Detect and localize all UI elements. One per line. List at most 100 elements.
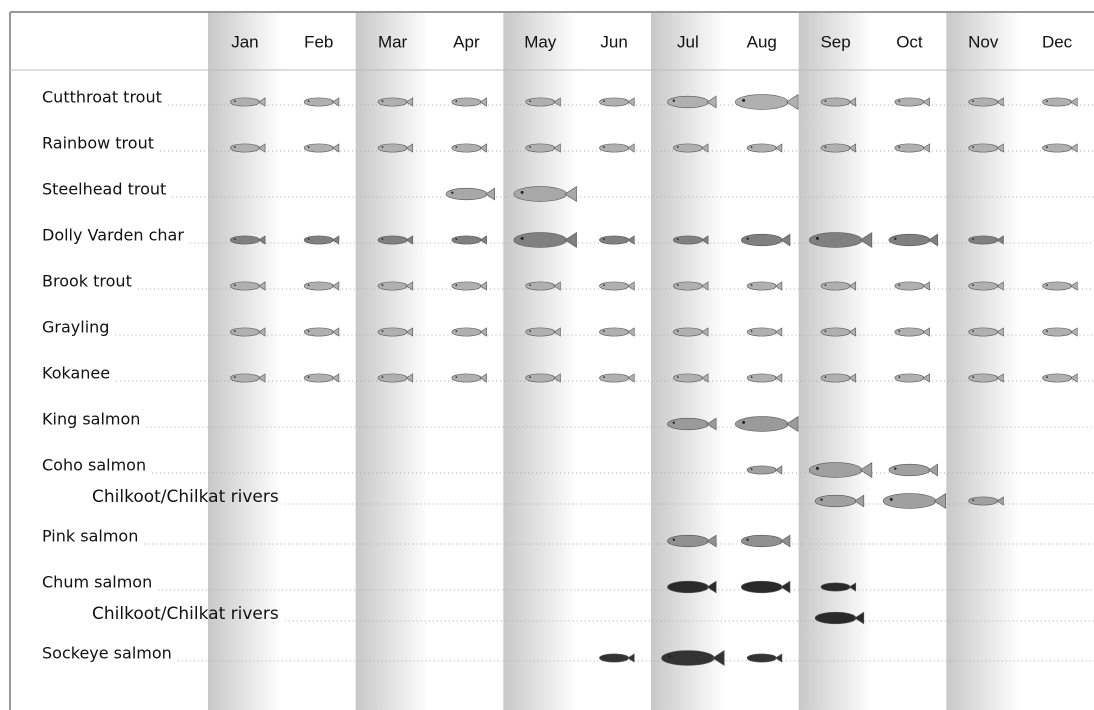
fish-eye — [820, 498, 823, 501]
fish-body — [820, 327, 851, 337]
fish-body — [1042, 281, 1073, 291]
fish-tail — [922, 97, 930, 107]
fish-body — [740, 534, 783, 548]
fish — [968, 143, 1004, 153]
fish — [377, 327, 414, 337]
fish-tail — [848, 97, 857, 107]
fish — [303, 97, 340, 107]
fish — [229, 281, 266, 291]
fish-eye — [603, 376, 605, 378]
fish-tail — [774, 281, 783, 291]
fish-body — [1042, 327, 1073, 337]
fish-tail — [780, 534, 791, 548]
fish-tail — [780, 233, 791, 247]
fish-body — [894, 143, 925, 153]
row-label: King salmon — [42, 410, 140, 429]
fish — [740, 233, 791, 247]
row-label: Steelhead trout — [42, 180, 166, 199]
fish-eye — [746, 584, 749, 587]
fish-eye — [603, 656, 605, 658]
row-label: Cutthroat trout — [42, 88, 162, 107]
fish — [229, 373, 266, 383]
fish-body — [672, 281, 703, 291]
fish — [303, 373, 340, 383]
fish-body — [229, 327, 260, 337]
fish-tail — [627, 653, 635, 663]
fish — [882, 493, 947, 509]
fish-body — [672, 235, 703, 245]
fish-tail — [712, 650, 725, 666]
fish — [740, 534, 791, 548]
fish-body — [888, 233, 931, 247]
fish-tail — [331, 373, 340, 383]
fish — [746, 327, 783, 337]
fish-body — [820, 143, 851, 153]
fish — [808, 232, 873, 248]
fish-body — [377, 373, 408, 383]
fish-tail — [405, 327, 414, 337]
fish-tail — [848, 281, 857, 291]
fish-eye — [529, 146, 531, 148]
fish-eye — [381, 330, 384, 332]
fish — [599, 143, 635, 153]
fish-tail — [553, 373, 561, 383]
fish — [672, 327, 709, 337]
fish-body — [451, 327, 482, 337]
fish-body — [599, 327, 630, 337]
fish-row — [229, 373, 1078, 383]
fish-tail — [331, 327, 340, 337]
fish-eye — [972, 376, 974, 378]
fish — [229, 235, 266, 245]
fish — [599, 235, 635, 245]
fish-eye — [307, 376, 310, 378]
fish-body — [968, 97, 999, 107]
fish-tail — [774, 327, 783, 337]
fish-tail — [405, 281, 414, 291]
fish-body — [888, 463, 931, 477]
fish-eye — [672, 421, 675, 424]
fish — [451, 97, 487, 107]
fish-eye — [529, 376, 531, 378]
row-label: Dolly Varden char — [42, 226, 184, 245]
fish-eye — [307, 100, 310, 102]
fish-body — [303, 97, 334, 107]
fish-eye — [972, 499, 974, 501]
month-label: Sep — [820, 32, 850, 51]
fish-body — [303, 373, 334, 383]
month-shading — [208, 12, 1021, 710]
fish-body — [377, 235, 408, 245]
fish-tail — [996, 143, 1004, 153]
fish-tail — [922, 281, 930, 291]
fish-body — [229, 373, 260, 383]
fish — [820, 281, 857, 291]
fish-body — [814, 611, 857, 625]
fish-tail — [627, 235, 635, 245]
fish-eye — [898, 330, 901, 332]
fish-body — [814, 494, 857, 508]
fish — [667, 95, 717, 109]
month-label: Mar — [378, 32, 408, 51]
fish-tail — [933, 493, 947, 509]
fish — [740, 580, 791, 594]
fish-body — [672, 327, 703, 337]
fish — [377, 281, 414, 291]
fish-eye — [889, 497, 893, 501]
fish-tail — [774, 373, 783, 383]
fish — [661, 650, 725, 666]
fish-tail — [479, 143, 487, 153]
fish-eye — [455, 100, 458, 102]
fish-body — [968, 235, 999, 245]
fish-row — [814, 611, 865, 625]
fish-eye — [1046, 330, 1048, 332]
fish — [1042, 143, 1078, 153]
fish-tail — [479, 327, 487, 337]
fish — [451, 281, 487, 291]
fish-body — [672, 143, 703, 153]
fish-eye — [746, 538, 749, 541]
fish-tail — [774, 653, 783, 663]
fish — [1042, 373, 1078, 383]
fish-tail — [706, 95, 717, 109]
fish-tail — [1070, 143, 1078, 153]
fish-eye — [307, 330, 310, 332]
fish-body — [599, 653, 630, 663]
